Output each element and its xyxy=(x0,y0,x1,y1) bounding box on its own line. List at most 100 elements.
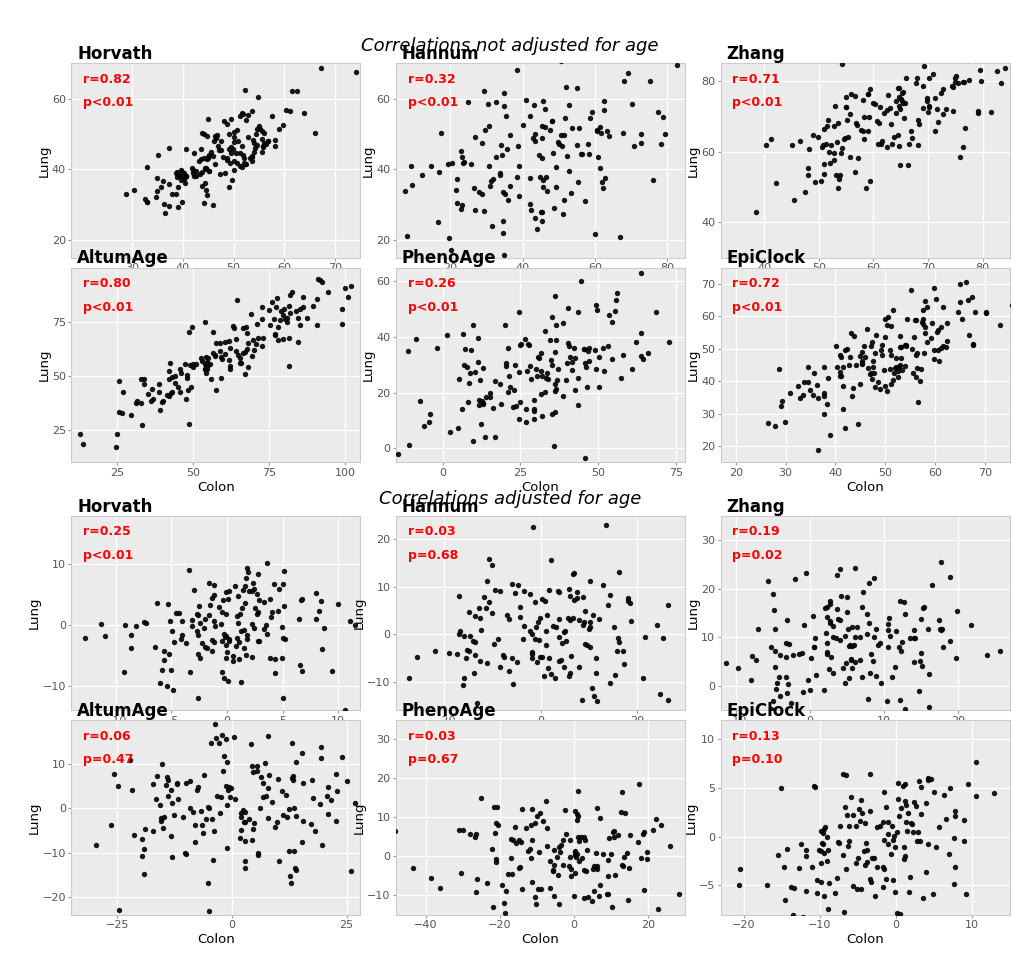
Point xyxy=(247,600,263,616)
Point xyxy=(442,242,459,258)
Point xyxy=(613,857,630,873)
Text: p<0.01: p<0.01 xyxy=(408,96,458,109)
Text: r=0.26: r=0.26 xyxy=(408,277,454,290)
Point xyxy=(932,319,949,335)
Point xyxy=(773,393,790,409)
Point xyxy=(473,416,489,432)
Point xyxy=(610,634,627,650)
Point xyxy=(488,815,504,831)
Point xyxy=(291,657,308,672)
Point xyxy=(507,836,524,851)
Point xyxy=(792,836,808,851)
Point xyxy=(286,800,303,815)
Point xyxy=(423,871,439,886)
Point xyxy=(522,817,538,833)
Point xyxy=(846,637,862,653)
Point xyxy=(779,685,795,701)
Point xyxy=(964,337,980,352)
Point xyxy=(918,93,934,109)
Text: p=0.02: p=0.02 xyxy=(732,549,783,561)
Point xyxy=(161,646,177,662)
Point xyxy=(512,394,528,410)
Point xyxy=(946,804,962,819)
Point xyxy=(795,617,811,632)
Point xyxy=(900,884,916,900)
Point xyxy=(132,372,149,387)
Point xyxy=(548,849,565,865)
Point xyxy=(555,624,572,639)
Point xyxy=(875,784,892,800)
Point xyxy=(471,398,487,414)
Point xyxy=(552,126,569,142)
Point xyxy=(856,814,872,830)
Point xyxy=(226,134,243,150)
Point xyxy=(547,381,564,397)
Text: r=0.25: r=0.25 xyxy=(83,525,130,538)
Point xyxy=(538,838,554,853)
Point xyxy=(145,823,161,839)
Point xyxy=(207,382,223,398)
Point xyxy=(199,187,215,202)
Point xyxy=(536,323,552,339)
Point xyxy=(246,135,262,151)
Point xyxy=(814,137,830,153)
Point xyxy=(797,848,813,864)
Point xyxy=(126,827,143,843)
Point xyxy=(255,138,271,154)
Point xyxy=(838,99,854,115)
Point xyxy=(277,311,293,327)
Point xyxy=(909,824,925,840)
Point xyxy=(198,182,214,198)
Text: r=0.13: r=0.13 xyxy=(732,730,780,742)
Point xyxy=(922,330,938,345)
Point xyxy=(201,356,217,372)
Point xyxy=(145,391,161,407)
Point xyxy=(924,784,941,800)
Point xyxy=(532,169,548,185)
Point xyxy=(110,778,126,794)
Point xyxy=(853,669,869,685)
Point xyxy=(596,93,612,109)
Point xyxy=(963,289,979,305)
Point xyxy=(542,881,558,896)
Point xyxy=(475,203,491,219)
Point xyxy=(409,650,425,666)
Point xyxy=(833,56,849,72)
Point xyxy=(276,302,292,317)
Point xyxy=(875,311,892,327)
Point xyxy=(218,797,234,812)
Point xyxy=(906,631,922,646)
Point xyxy=(244,758,260,774)
Point xyxy=(488,799,504,814)
Point xyxy=(173,366,190,381)
Point xyxy=(945,47,961,62)
Point xyxy=(770,362,787,378)
Point xyxy=(595,102,611,118)
Point xyxy=(532,649,548,665)
Point xyxy=(836,800,852,815)
Point xyxy=(194,353,210,369)
Point xyxy=(569,812,585,828)
Point xyxy=(862,335,878,350)
Point xyxy=(222,145,238,161)
Text: r=0.32: r=0.32 xyxy=(408,73,454,86)
Point xyxy=(500,369,517,384)
Point xyxy=(840,818,856,834)
Point xyxy=(569,806,585,821)
Point xyxy=(403,159,419,174)
Point xyxy=(527,889,543,905)
Point xyxy=(228,123,245,138)
Point xyxy=(942,633,958,649)
Point xyxy=(839,839,855,854)
Point xyxy=(546,288,562,304)
Point xyxy=(842,651,858,667)
Point xyxy=(245,103,261,119)
Point xyxy=(560,163,577,179)
Point xyxy=(636,630,652,645)
Point xyxy=(827,631,844,646)
Point xyxy=(493,147,510,162)
Point xyxy=(883,302,900,317)
Point xyxy=(858,321,874,337)
Point xyxy=(881,318,898,334)
Point xyxy=(128,396,145,412)
